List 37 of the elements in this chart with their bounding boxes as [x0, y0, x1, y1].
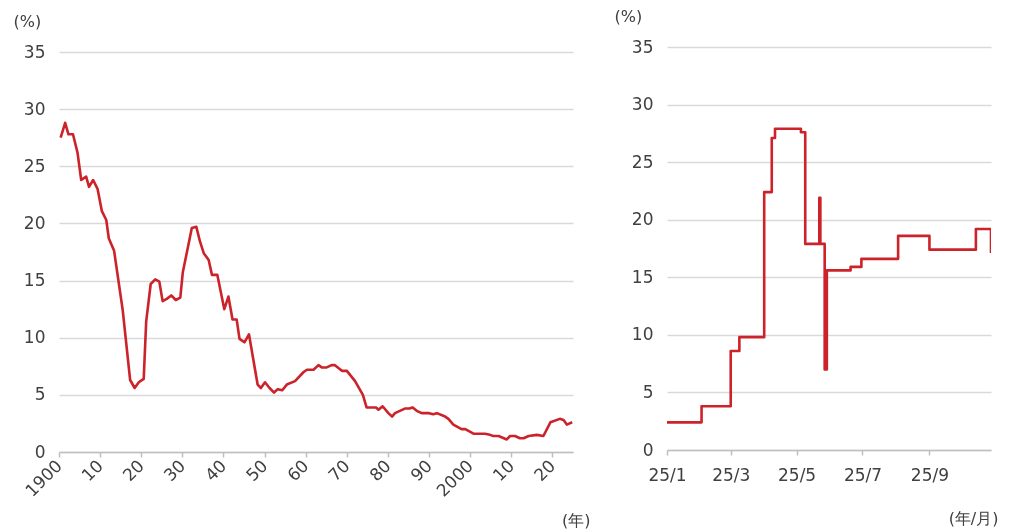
x-tick-label: 80: [365, 455, 395, 486]
x-tick-label: 50: [242, 455, 272, 486]
x-tick-label: 20: [529, 455, 560, 486]
x-tick-label: 30: [159, 455, 190, 486]
y-tick-label: 30: [631, 94, 654, 115]
x-tick-label: 20: [118, 455, 149, 486]
x-tick-label: 25/5: [778, 464, 817, 485]
y-axis-title: (%): [614, 6, 643, 26]
x-tick-label: 70: [324, 455, 354, 486]
y-tick-label: 10: [23, 327, 46, 348]
x-tick-label: 25/3: [712, 464, 751, 485]
x-tick-label: 40: [200, 455, 231, 486]
x-tick-label: 10: [488, 455, 519, 486]
y-tick-label: 10: [631, 324, 654, 345]
y-tick-label: 15: [631, 266, 654, 287]
y-tick-label: 5: [34, 384, 46, 405]
x-tick-label: 25/9: [910, 464, 950, 485]
y-tick-label: 20: [23, 212, 46, 233]
y-tick-label: 35: [631, 36, 654, 57]
y-tick-label: 0: [642, 439, 654, 460]
y-tick-label: 20: [631, 209, 654, 230]
x-tick-label: 10: [77, 455, 107, 486]
x-tick-label: 90: [406, 455, 436, 486]
y-tick-label: 25: [631, 151, 654, 172]
y-tick-label: 15: [23, 270, 46, 291]
x-tick-label: 25/7: [843, 464, 883, 485]
y-axis-title: (%): [13, 11, 42, 31]
y-tick-label: 5: [642, 381, 654, 402]
y-tick-label: 30: [23, 98, 46, 119]
line-series: [59, 121, 573, 441]
y-tick-label: 25: [23, 155, 46, 176]
x-tick-label: 25/1: [648, 464, 687, 485]
x-tick-label: 60: [283, 455, 313, 486]
y-tick-label: 35: [23, 41, 46, 62]
x-axis-title: (年): [562, 510, 591, 529]
y-tick-label: 0: [34, 441, 46, 462]
x-axis-title: (年/月): [948, 508, 999, 528]
